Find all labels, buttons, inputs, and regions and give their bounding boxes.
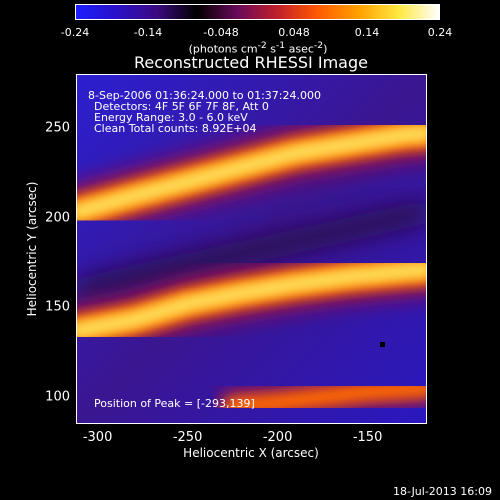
colorbar-tick-label: -0.14 — [133, 26, 163, 39]
heatmap-image — [76, 74, 427, 424]
heatmap-plot: 8-Sep-2006 01:36:24.000 to 01:37:24.000 … — [76, 74, 427, 424]
x-tick-label: -200 — [262, 430, 293, 445]
annotation-detectors: Detectors: 4F 5F 6F 7F 8F, Att 0 — [94, 100, 269, 113]
chart-title: Reconstructed RHESSI Image — [134, 53, 368, 72]
x-tick-label: -250 — [172, 430, 203, 445]
colorbar-unit-label: (photons cm-2 s-1 asec-2) — [188, 40, 328, 56]
colorbar-tick-label: 0.14 — [354, 26, 380, 39]
peak-marker — [380, 342, 385, 347]
colorbar-tick-label: 0.24 — [427, 26, 453, 39]
y-axis-label: Heliocentric Y (arcsec) — [25, 181, 39, 317]
heatmap-band-bottom-right — [224, 379, 427, 415]
colorbar-tick-label: -0.24 — [60, 26, 90, 39]
annotation-energy: Energy Range: 3.0 - 6.0 keV — [94, 111, 248, 124]
colorbar-tick-label: -0.048 — [203, 26, 239, 39]
timestamp: 18-Jul-2013 16:09 — [392, 485, 492, 498]
colorbar-tick-label: 0.048 — [278, 26, 310, 39]
heatmap-band-upper — [76, 129, 427, 217]
y-tick-label: 200 — [45, 210, 70, 226]
x-axis-label: Heliocentric X (arcsec) — [183, 446, 319, 460]
colorbar — [75, 4, 440, 20]
heatmap-band-lower — [76, 265, 427, 335]
annotation-clean-counts: Clean Total counts: 8.92E+04 — [94, 122, 257, 135]
heatmap-trough — [76, 199, 427, 306]
x-tick-label: -150 — [352, 430, 383, 445]
x-tick-label: -300 — [82, 430, 113, 445]
annotation-time-range: 8-Sep-2006 01:36:24.000 to 01:37:24.000 — [88, 89, 321, 102]
y-tick-label: 100 — [45, 389, 70, 405]
y-tick-label: 150 — [45, 299, 70, 315]
annotation-peak-position: Position of Peak = [-293,139] — [94, 397, 255, 410]
y-tick-label: 250 — [45, 120, 70, 136]
